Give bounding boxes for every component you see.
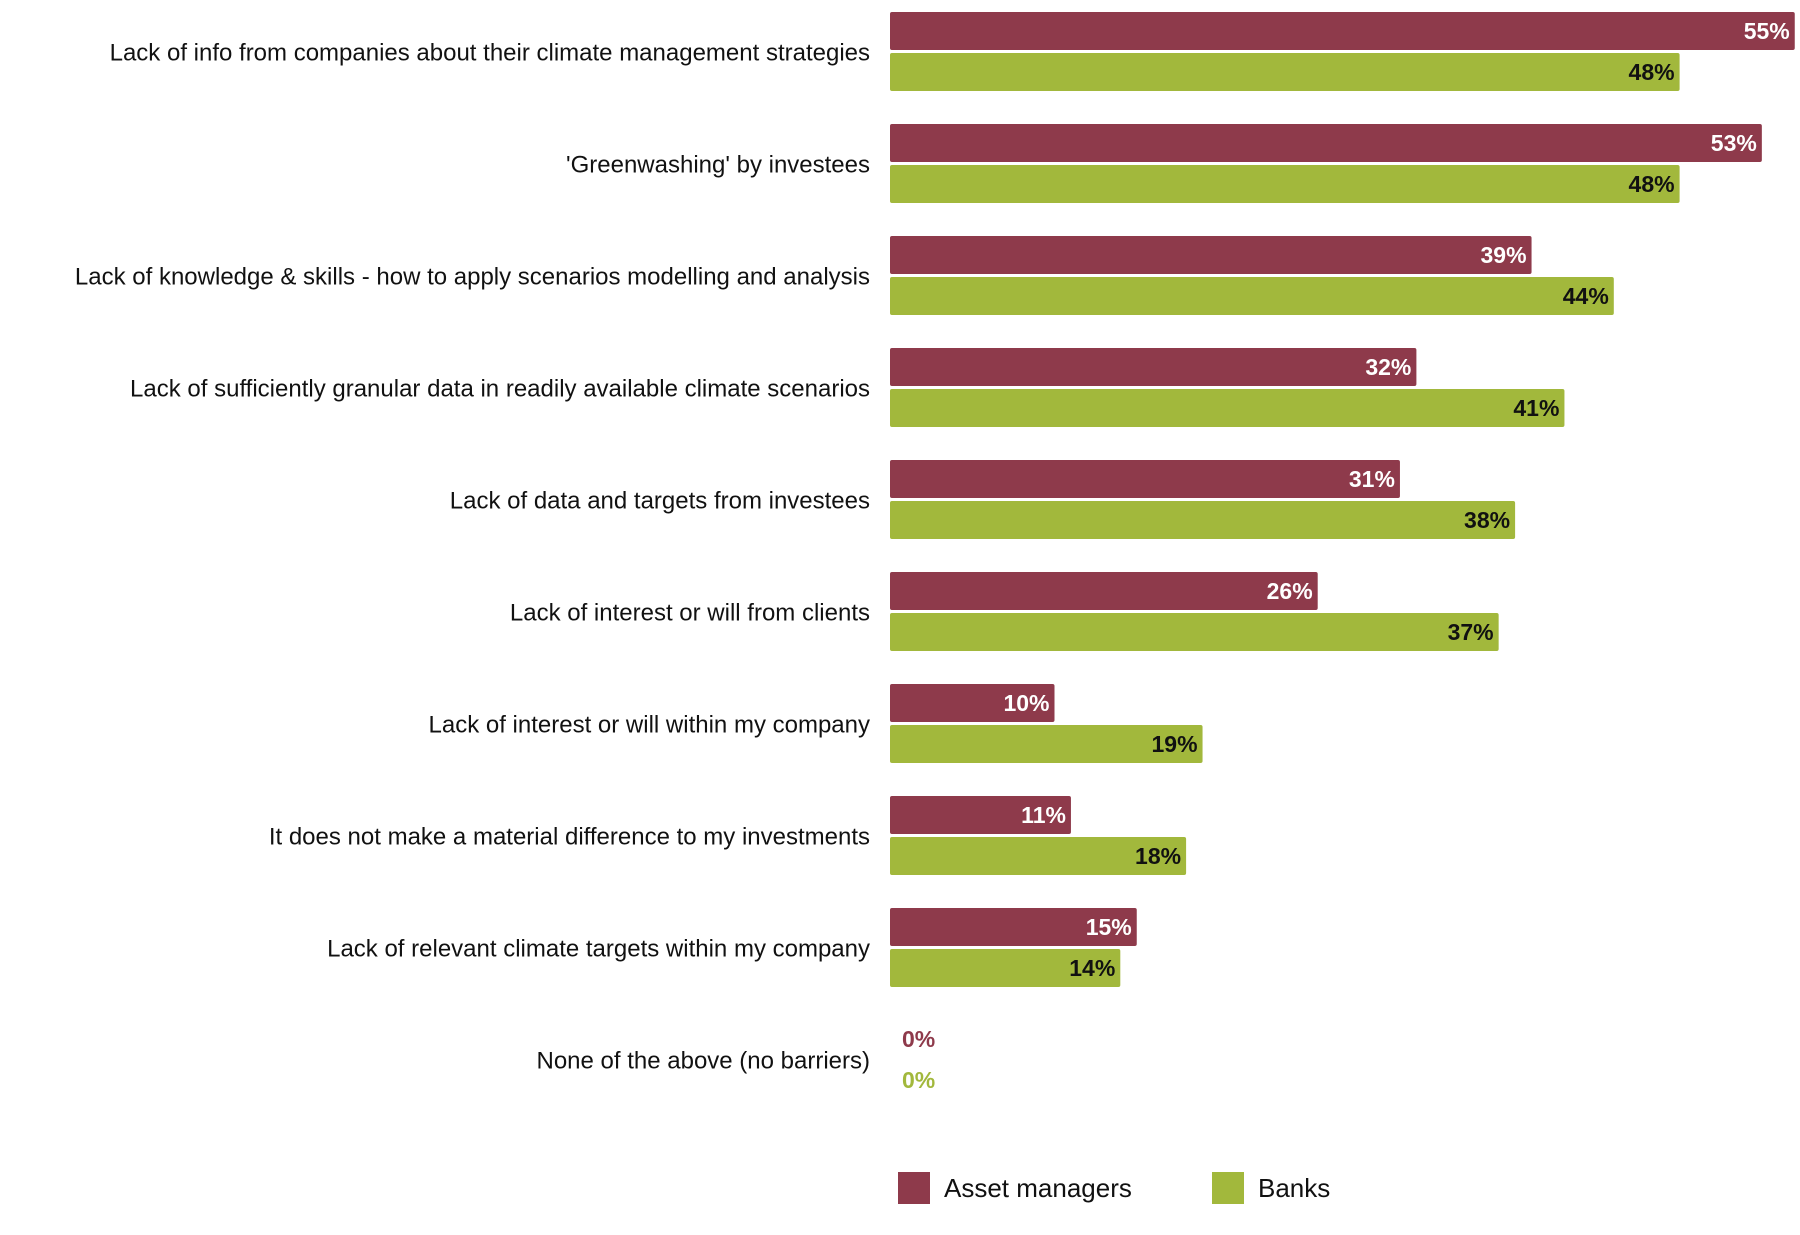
value-label-asset-managers: 26% [1267,578,1313,604]
category-label: Lack of info from companies about their … [110,40,870,67]
legend-label-banks: Banks [1258,1173,1330,1203]
value-label-banks: 48% [1629,59,1675,85]
value-label-asset-managers: 55% [1744,18,1790,44]
bar-asset-managers [890,236,1532,274]
value-label-banks: 19% [1152,731,1198,757]
value-label-asset-managers: 53% [1711,130,1757,156]
value-label-asset-managers: 15% [1086,914,1132,940]
bar-asset-managers [890,572,1318,610]
category-label: Lack of sufficiently granular data in re… [130,376,870,403]
value-label-banks: 41% [1513,395,1559,421]
bar-banks [890,165,1680,203]
bar-banks [890,501,1516,539]
bar-banks [890,949,1121,987]
category-label: Lack of interest or will from clients [510,600,870,627]
legend-swatch-asset-managers [898,1172,930,1204]
value-label-banks: 0% [902,1067,935,1093]
bar-banks [890,53,1680,91]
bars [890,12,1795,987]
legend-label-asset-managers: Asset managers [944,1173,1132,1203]
bar-banks [890,389,1565,427]
bar-banks [890,725,1203,763]
value-labels: 55% 48% 53% 48% 39% 44% 32% 41% 31% 38% 26% 37% 10% 1… [902,18,1790,1093]
value-label-banks: 38% [1464,507,1510,533]
category-label: It does not make a material difference t… [269,824,870,851]
bar-banks [890,277,1614,315]
category-label: Lack of interest or will within my compa… [429,712,871,739]
bar-asset-managers [890,348,1417,386]
value-label-banks: 44% [1563,283,1609,309]
bar-asset-managers [890,124,1762,162]
value-label-asset-managers: 32% [1365,354,1411,380]
bar-asset-managers [890,12,1795,50]
value-label-banks: 14% [1069,955,1115,981]
category-label: Lack of knowledge & skills - how to appl… [75,264,870,291]
category-label: Lack of data and targets from investees [450,488,870,515]
category-labels: Lack of info from companies about their … [75,40,870,1075]
value-label-asset-managers: 31% [1349,466,1395,492]
bar-asset-managers [890,460,1400,498]
value-label-banks: 48% [1629,171,1675,197]
legend-swatch-banks [1212,1172,1244,1204]
value-label-asset-managers: 39% [1481,242,1527,268]
value-label-banks: 18% [1135,843,1181,869]
value-label-asset-managers: 10% [1003,690,1049,716]
category-label: None of the above (no barriers) [536,1048,870,1075]
bar-asset-managers [890,908,1137,946]
category-label: Lack of relevant climate targets within … [327,936,870,963]
bar-asset-managers [890,684,1055,722]
value-label-asset-managers: 11% [1021,802,1066,828]
bar-banks [890,613,1499,651]
value-label-banks: 37% [1448,619,1494,645]
value-label-asset-managers: 0% [902,1026,935,1052]
bar-asset-managers [890,796,1071,834]
category-label: 'Greenwashing' by investees [566,152,870,179]
legend: Asset managers Banks [898,1172,1330,1204]
bar-banks [890,837,1187,875]
